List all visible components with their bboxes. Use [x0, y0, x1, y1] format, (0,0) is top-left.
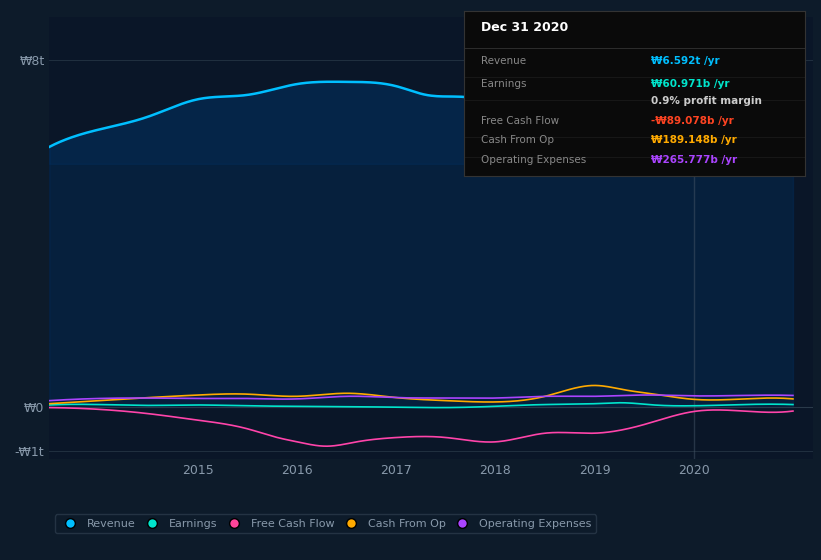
Text: Earnings: Earnings — [481, 79, 526, 89]
Text: ₩60.971b /yr: ₩60.971b /yr — [651, 79, 730, 89]
Text: -₩89.078b /yr: -₩89.078b /yr — [651, 115, 734, 125]
Legend: Revenue, Earnings, Free Cash Flow, Cash From Op, Operating Expenses: Revenue, Earnings, Free Cash Flow, Cash … — [55, 515, 596, 533]
Text: 0.9% profit margin: 0.9% profit margin — [651, 96, 762, 106]
Text: Dec 31 2020: Dec 31 2020 — [481, 21, 568, 34]
Text: Free Cash Flow: Free Cash Flow — [481, 115, 559, 125]
Text: ₩265.777b /yr: ₩265.777b /yr — [651, 155, 737, 165]
Text: Operating Expenses: Operating Expenses — [481, 155, 586, 165]
Text: Revenue: Revenue — [481, 56, 526, 66]
Text: Cash From Op: Cash From Op — [481, 136, 554, 146]
Text: ₩6.592t /yr: ₩6.592t /yr — [651, 56, 720, 66]
Text: ₩189.148b /yr: ₩189.148b /yr — [651, 136, 737, 146]
